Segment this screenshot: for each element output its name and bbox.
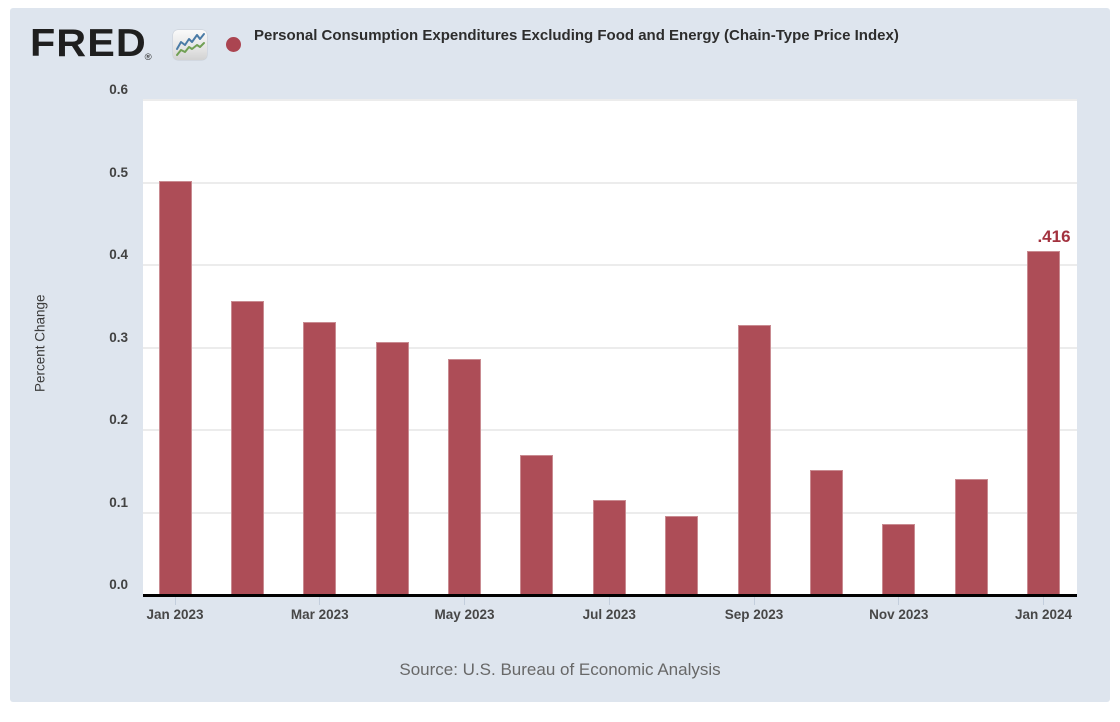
plot-area — [143, 99, 1077, 594]
y-tick-label-0.0: 0.0 — [109, 577, 128, 592]
bar-jan-2024 — [1027, 250, 1060, 594]
bar-feb-2023 — [230, 301, 264, 594]
x-tick-label-jan-2024: Jan 2024 — [1014, 607, 1073, 622]
x-tick-label-sep-2023: Sep 2023 — [724, 607, 784, 622]
x-tick-mark-jan-2024 — [1043, 597, 1044, 605]
source-text: Source: U.S. Bureau of Economic Analysis — [399, 660, 721, 679]
last-value-label: .416 — [1037, 227, 1071, 246]
bar-jul-2023 — [592, 499, 626, 594]
y-tick-label-0.2: 0.2 — [109, 412, 128, 427]
gridline-0.2 — [143, 429, 1077, 431]
x-tick-mark-jan-2023 — [174, 597, 176, 605]
y-tick-label-0.3: 0.3 — [109, 329, 128, 345]
bar-apr-2023 — [375, 342, 409, 594]
x-axis-line — [143, 594, 1077, 597]
y-tick-label-0.6: 0.6 — [109, 82, 128, 97]
bar-oct-2023 — [809, 470, 843, 594]
fred-logo[interactable]: FRED® — [30, 22, 154, 75]
bar-mar-2023 — [303, 321, 337, 594]
gridline-0.5 — [143, 181, 1077, 184]
gridline-0.4 — [143, 264, 1077, 266]
bar-jan-2023 — [158, 180, 192, 594]
y-tick-label-0.5: 0.5 — [109, 164, 128, 180]
y-tick-label-0.1: 0.1 — [109, 494, 128, 510]
bar-sep-2023 — [737, 325, 771, 594]
x-tick-mark-may-2023 — [464, 597, 465, 605]
gridline-0.6 — [143, 99, 1077, 101]
gridline-0.3 — [143, 346, 1077, 349]
x-tick-label-mar-2023: Mar 2023 — [290, 607, 349, 622]
x-tick-label-jul-2023: Jul 2023 — [582, 607, 636, 622]
x-tick-label-nov-2023: Nov 2023 — [869, 607, 929, 622]
series-title[interactable]: Personal Consumption Expenditures Exclud… — [254, 27, 899, 44]
x-tick-mark-nov-2023 — [898, 597, 900, 605]
registered-trademark-symbol: ® — [144, 52, 152, 62]
x-tick-mark-jul-2023 — [608, 597, 610, 605]
x-tick-mark-sep-2023 — [753, 597, 755, 605]
bar-aug-2023 — [665, 516, 699, 594]
bar-may-2023 — [448, 358, 481, 594]
y-axis-title: Percent Change — [32, 294, 48, 392]
fred-chart-card: FRED® Personal Consumption Expenditures … — [10, 8, 1110, 702]
bar-dec-2023 — [954, 478, 988, 594]
y-tick-label-0.4: 0.4 — [109, 247, 128, 262]
fred-wordmark: FRED — [30, 22, 147, 65]
bar-jun-2023 — [520, 455, 554, 594]
x-tick-label-jan-2023: Jan 2023 — [146, 607, 204, 622]
bar-nov-2023 — [882, 523, 916, 594]
x-tick-mark-mar-2023 — [319, 597, 321, 605]
fred-sparkline-icon — [173, 30, 207, 60]
x-tick-label-may-2023: May 2023 — [434, 607, 495, 622]
legend-marker-icon — [226, 37, 241, 52]
